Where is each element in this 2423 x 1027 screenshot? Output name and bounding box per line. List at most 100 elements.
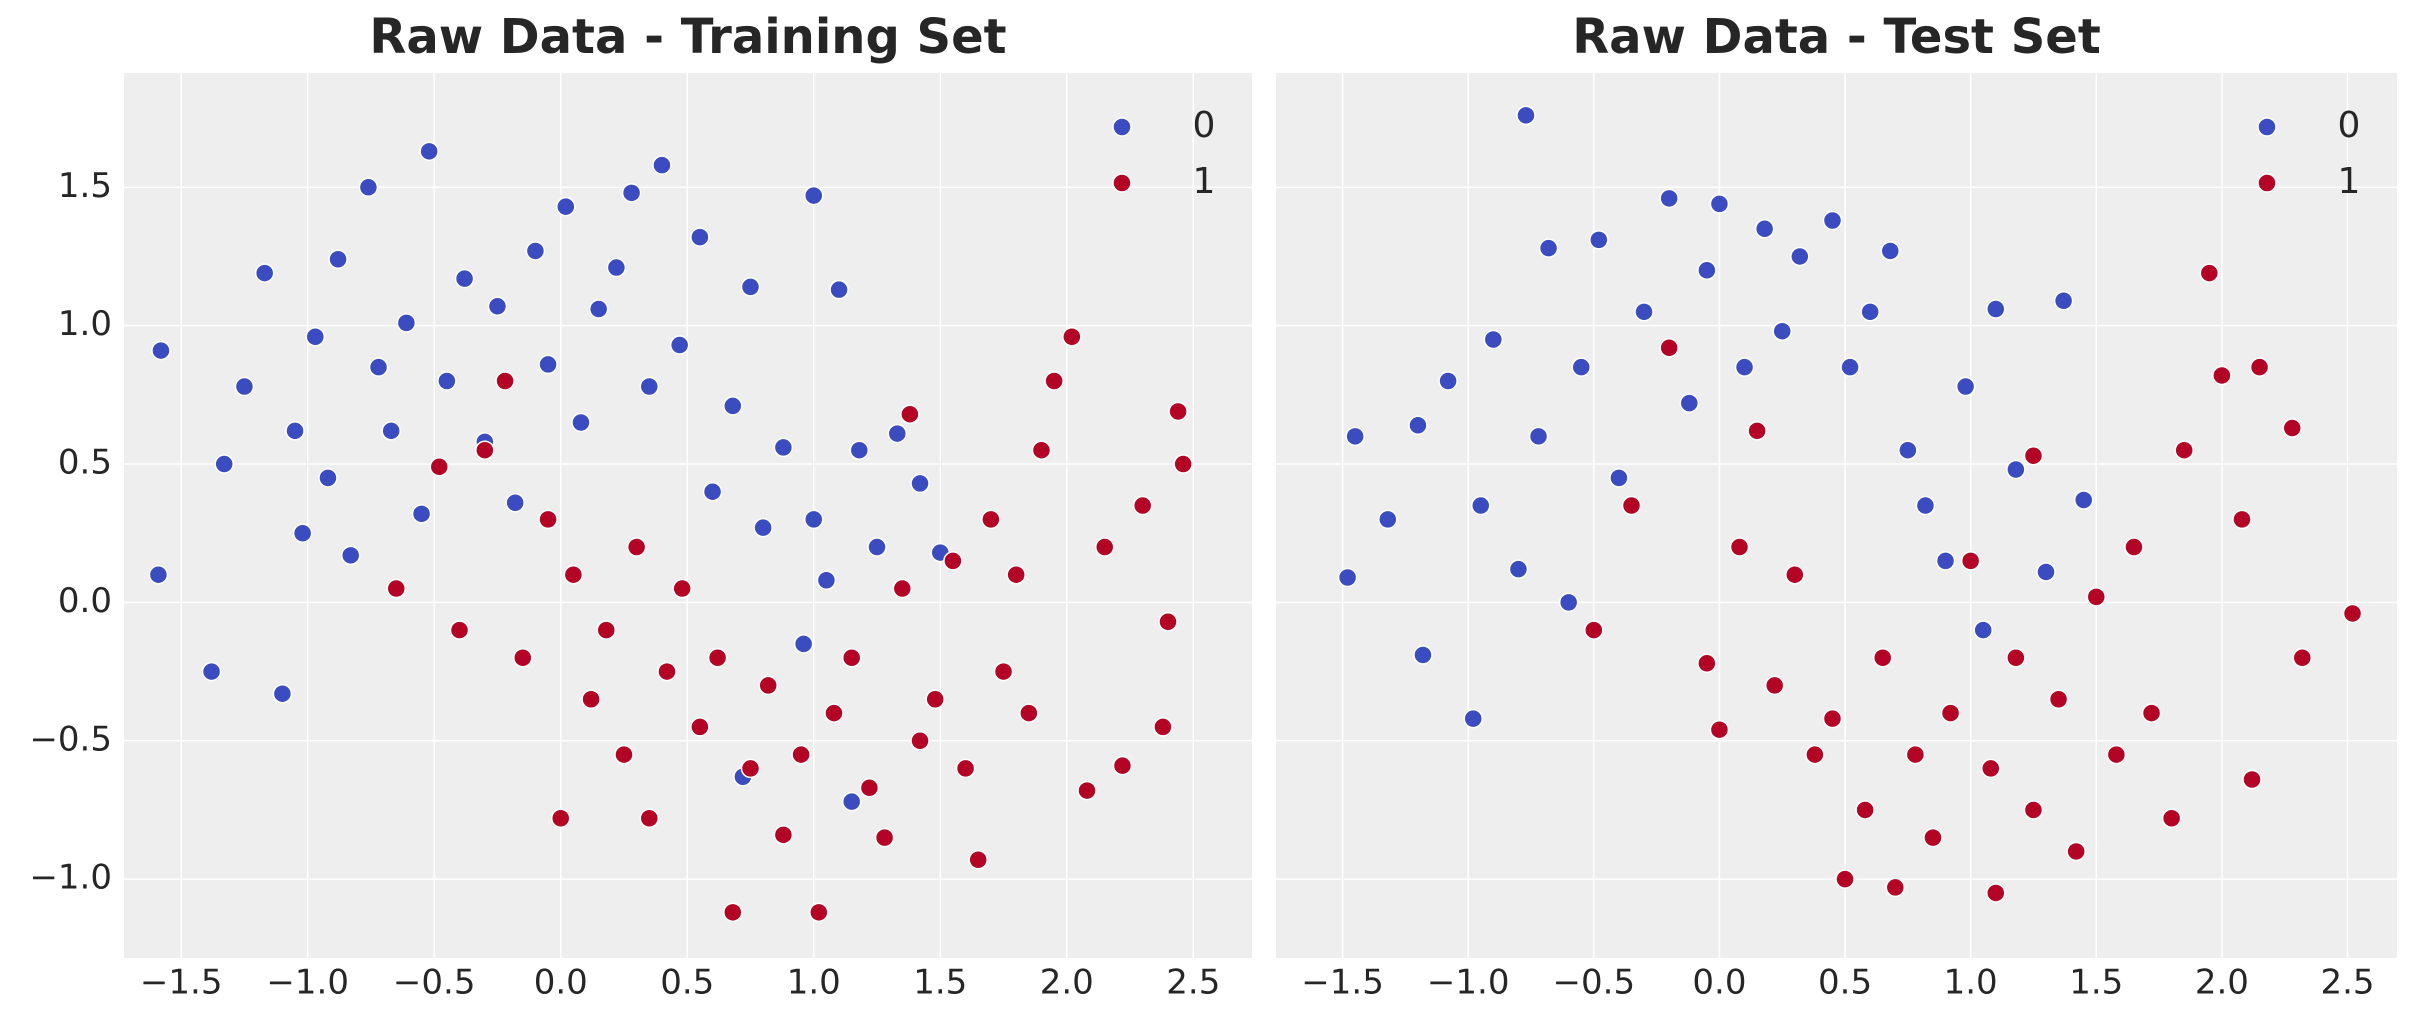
x-tick-label: 2.0 xyxy=(2195,963,2249,1003)
scatter-point xyxy=(1772,321,1792,341)
scatter-point xyxy=(1408,415,1428,436)
x-tick-label: 2.5 xyxy=(2320,963,2374,1003)
scatter-point xyxy=(981,509,1001,530)
scatter-point xyxy=(234,376,255,397)
x-tick-label: 1.5 xyxy=(913,963,967,1003)
scatter-point xyxy=(1981,758,2001,779)
scatter-point xyxy=(773,437,794,458)
scatter-point xyxy=(1679,393,1700,413)
scatter-point xyxy=(867,537,887,557)
scatter-point xyxy=(672,578,692,599)
scatter-point xyxy=(1634,302,1654,322)
scatter-point xyxy=(368,357,389,377)
legend-marker xyxy=(2257,117,2277,137)
y-tick-label: −1.0 xyxy=(29,858,112,898)
chart-title: Raw Data - Test Set xyxy=(1572,9,2101,65)
scatter-point xyxy=(2141,703,2162,723)
scatter-point xyxy=(1840,357,1860,377)
scatter-point xyxy=(305,326,326,347)
scatter-point xyxy=(1438,371,1458,391)
scatter-point xyxy=(910,731,930,751)
scatter-point xyxy=(571,412,591,433)
scatter-point xyxy=(596,620,617,640)
scatter-point xyxy=(614,744,634,765)
scatter-point xyxy=(419,141,439,162)
x-tick-label: 0.0 xyxy=(1692,963,1746,1003)
scatter-point xyxy=(1923,827,1943,848)
plot-area xyxy=(1276,73,2397,958)
scatter-point xyxy=(1754,219,1775,239)
scatter-point xyxy=(669,335,690,355)
scatter-point xyxy=(1986,883,2006,903)
scatter-point xyxy=(318,468,338,488)
chart-title: Raw Data - Training Set xyxy=(369,9,1006,65)
scatter-point xyxy=(1621,495,1642,516)
scatter-point xyxy=(358,177,379,198)
scatter-point xyxy=(2342,603,2363,624)
scatter-point xyxy=(1785,564,1805,585)
x-tick-label: 2.5 xyxy=(1166,963,1220,1003)
scatter-point xyxy=(2249,357,2270,377)
legend-label: 1 xyxy=(1193,161,1216,202)
scatter-point xyxy=(993,661,1014,682)
scatter-point xyxy=(1960,551,1981,571)
scatter-point xyxy=(887,423,908,444)
scatter-point xyxy=(581,689,601,710)
x-tick-label: −1.0 xyxy=(266,963,349,1003)
scatter-point xyxy=(791,744,811,765)
scatter-point xyxy=(1558,592,1579,613)
scatter-point xyxy=(1973,620,1993,640)
scatter-point xyxy=(2212,365,2232,386)
legend-marker xyxy=(2257,173,2277,193)
scatter-point xyxy=(1697,653,1717,674)
scatter-point xyxy=(1132,495,1153,516)
scatter-point xyxy=(892,578,913,599)
scatter-point xyxy=(2199,263,2220,283)
scatter-point xyxy=(1872,647,1893,668)
scatter-point xyxy=(758,675,778,696)
scatter-point xyxy=(1880,241,1901,261)
scatter-point xyxy=(1885,877,1906,898)
scatter-point xyxy=(2023,445,2044,466)
scatter-point xyxy=(454,268,475,289)
scatter-point xyxy=(2006,459,2026,480)
scatter-point xyxy=(968,850,988,870)
x-tick-label: −1.5 xyxy=(140,963,223,1003)
scatter-point xyxy=(1571,357,1591,377)
scatter-point xyxy=(943,551,963,571)
scatter-point xyxy=(740,277,761,297)
scatter-point xyxy=(2073,490,2094,510)
scatter-point xyxy=(201,661,222,682)
x-tick-label: 1.5 xyxy=(2069,963,2123,1003)
scatter-point xyxy=(910,473,930,494)
scatter-point xyxy=(1173,454,1193,474)
scatter-point xyxy=(381,421,401,441)
x-tick-label: 1.0 xyxy=(1944,963,1998,1003)
scatter-point xyxy=(1790,246,1810,267)
scatter-point xyxy=(1153,717,1173,737)
scatter-point xyxy=(804,185,824,206)
scatter-point xyxy=(272,683,293,704)
scatter-point xyxy=(690,227,710,247)
legend-marker xyxy=(1112,173,1132,193)
scatter-point xyxy=(925,689,945,710)
scatter-point xyxy=(148,564,169,585)
scatter-point xyxy=(824,703,844,723)
scatter-point xyxy=(285,421,305,441)
scatter-point xyxy=(525,241,546,261)
scatter-point xyxy=(1898,440,1918,460)
scatter-point xyxy=(793,634,814,654)
scatter-point xyxy=(859,778,880,798)
scatter-point xyxy=(1835,869,1855,889)
scatter-point xyxy=(639,376,660,397)
y-tick-label: 1.5 xyxy=(58,166,112,206)
scatter-point xyxy=(550,808,571,828)
scatter-point xyxy=(1463,708,1483,729)
x-tick-label: −0.5 xyxy=(393,963,476,1003)
scatter-point xyxy=(2053,291,2074,311)
scatter-point xyxy=(292,523,313,543)
x-tick-label: 0.5 xyxy=(660,963,714,1003)
scatter-point xyxy=(2282,418,2302,438)
scatter-point xyxy=(513,647,533,668)
